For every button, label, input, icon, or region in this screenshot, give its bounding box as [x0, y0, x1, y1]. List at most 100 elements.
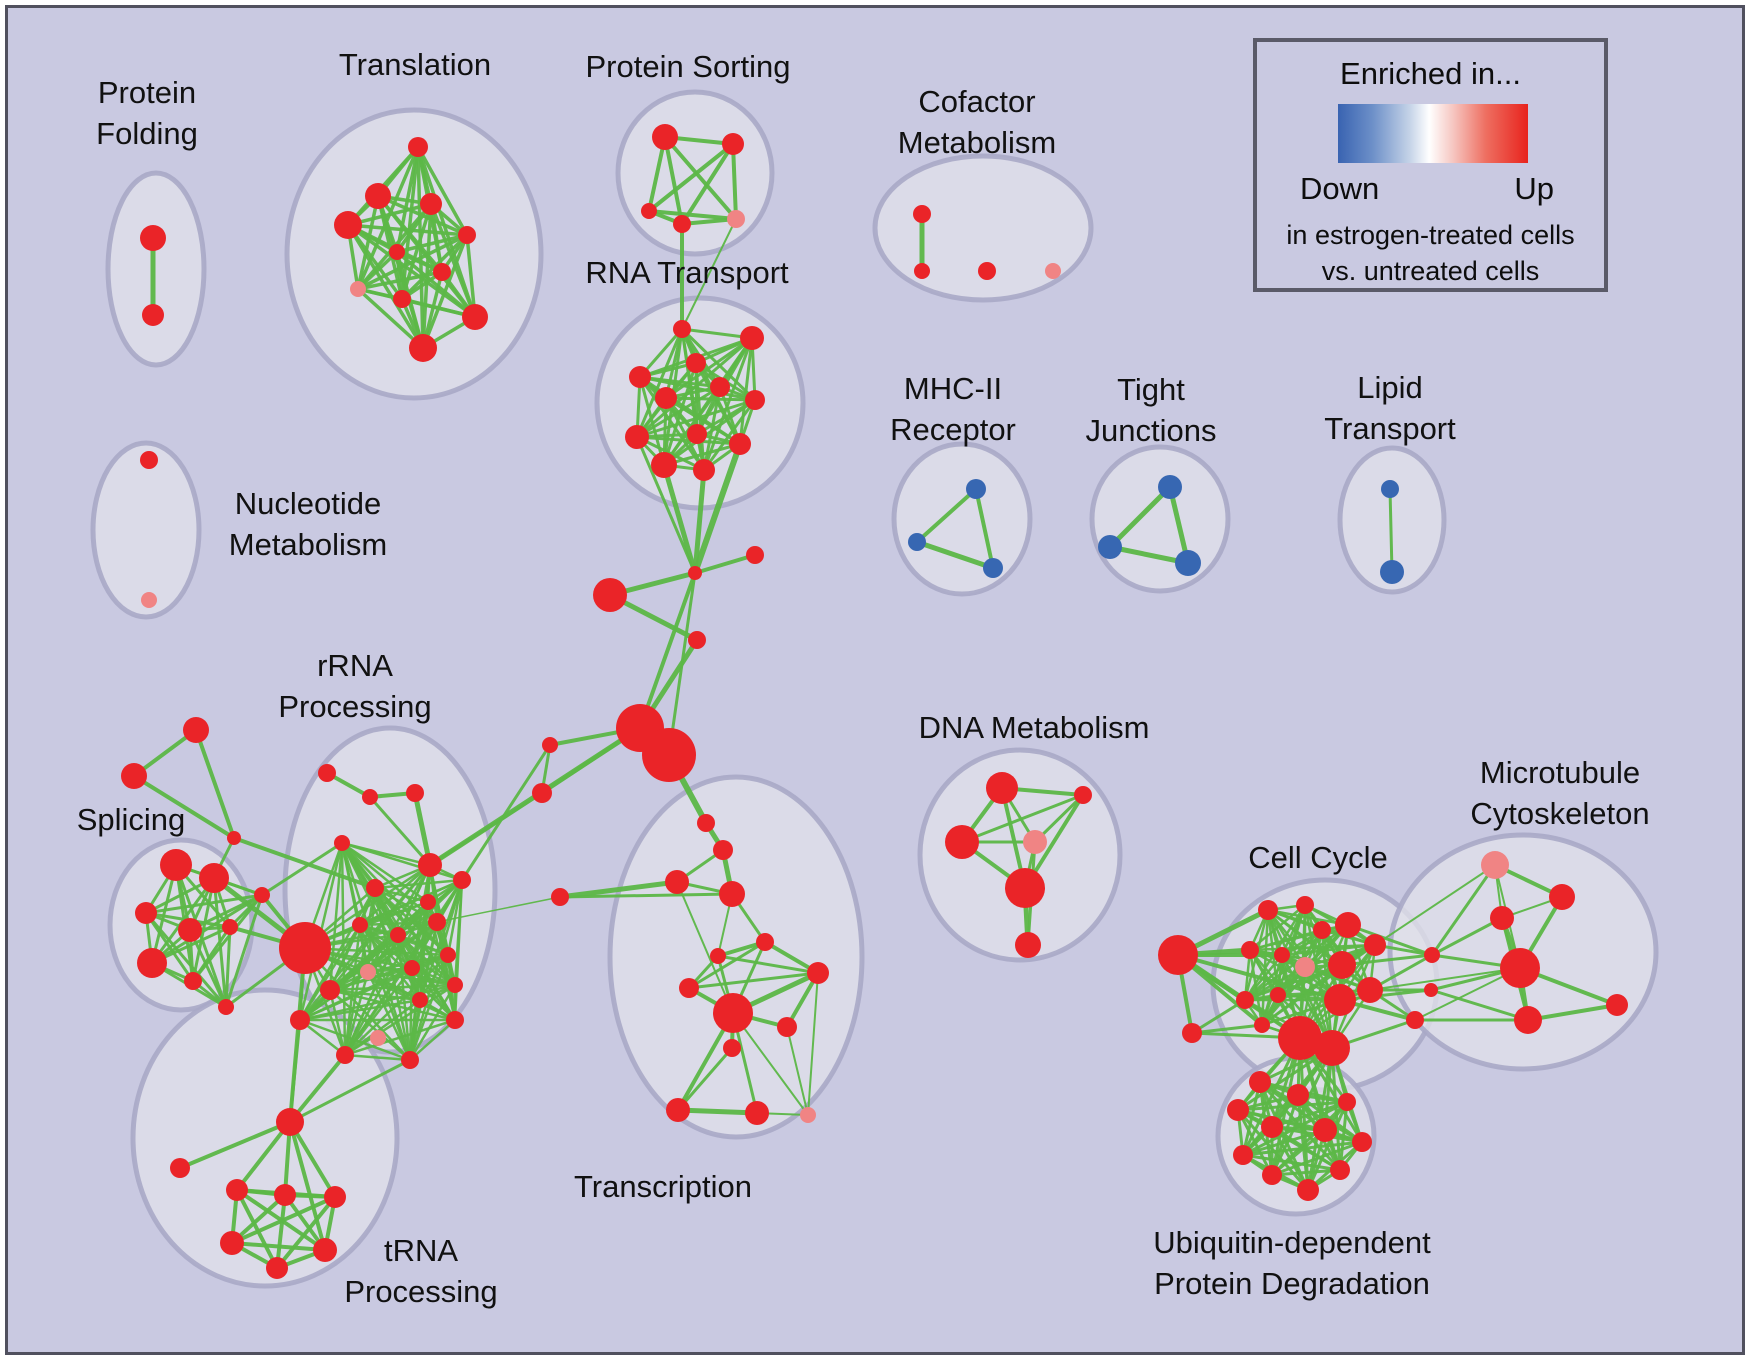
- node-rr21[interactable]: [290, 1010, 310, 1030]
- node-u11[interactable]: [1297, 1179, 1319, 1201]
- node-d4[interactable]: [1023, 830, 1047, 854]
- node-cf3[interactable]: [978, 262, 996, 280]
- node-u4[interactable]: [1338, 1093, 1356, 1111]
- node-q3[interactable]: [665, 870, 689, 894]
- node-rr15[interactable]: [404, 960, 420, 976]
- node-lt1[interactable]: [1381, 480, 1399, 498]
- node-rt2[interactable]: [740, 326, 764, 350]
- node-sp8[interactable]: [218, 999, 234, 1015]
- node-tj1[interactable]: [1158, 475, 1182, 499]
- node-cc1[interactable]: [1258, 900, 1278, 920]
- node-d2[interactable]: [1074, 786, 1092, 804]
- node-sp5[interactable]: [137, 948, 167, 978]
- node-mc1[interactable]: [1481, 851, 1509, 879]
- node-rt7[interactable]: [745, 390, 765, 410]
- node-cc10[interactable]: [1236, 991, 1254, 1009]
- node-cc8[interactable]: [1328, 951, 1356, 979]
- node-sp2[interactable]: [199, 863, 229, 893]
- node-mh2[interactable]: [908, 533, 926, 551]
- node-q6[interactable]: [756, 933, 774, 951]
- node-sp9[interactable]: [254, 887, 270, 903]
- node-tpD[interactable]: [220, 1231, 244, 1255]
- node-rt12[interactable]: [693, 459, 715, 481]
- node-rr17[interactable]: [370, 1030, 386, 1046]
- node-q13[interactable]: [666, 1098, 690, 1122]
- node-rt8[interactable]: [625, 425, 649, 449]
- node-u8[interactable]: [1352, 1132, 1372, 1152]
- node-cc7[interactable]: [1295, 957, 1315, 977]
- node-t8[interactable]: [350, 281, 366, 297]
- node-tx1[interactable]: [183, 717, 209, 743]
- node-q8[interactable]: [679, 978, 699, 998]
- node-t11[interactable]: [409, 334, 437, 362]
- node-u1[interactable]: [1249, 1071, 1271, 1093]
- node-tpE[interactable]: [313, 1238, 337, 1262]
- node-mc3[interactable]: [1490, 906, 1514, 930]
- node-rr18[interactable]: [412, 992, 428, 1008]
- node-q7[interactable]: [710, 948, 726, 964]
- node-lt2[interactable]: [1380, 560, 1404, 584]
- node-rt10[interactable]: [729, 433, 751, 455]
- node-rt9[interactable]: [687, 424, 707, 444]
- node-u9[interactable]: [1262, 1165, 1282, 1185]
- node-rr3[interactable]: [406, 784, 424, 802]
- node-ccH[interactable]: [1158, 935, 1198, 975]
- node-tx3[interactable]: [227, 831, 241, 845]
- node-cc6[interactable]: [1274, 947, 1290, 963]
- node-s1[interactable]: [542, 737, 558, 753]
- node-cc14[interactable]: [1254, 1017, 1270, 1033]
- node-rr19[interactable]: [446, 1011, 464, 1029]
- node-rt11[interactable]: [651, 452, 677, 478]
- node-q14[interactable]: [745, 1101, 769, 1125]
- node-cc3[interactable]: [1335, 912, 1361, 938]
- node-tpC[interactable]: [324, 1186, 346, 1208]
- node-q2[interactable]: [713, 840, 733, 860]
- node-rr10[interactable]: [390, 927, 406, 943]
- node-pf2[interactable]: [142, 304, 164, 326]
- node-mc2[interactable]: [1549, 884, 1575, 910]
- node-cf1[interactable]: [913, 205, 931, 223]
- node-n1[interactable]: [746, 546, 764, 564]
- node-sp4[interactable]: [178, 918, 202, 942]
- node-mh1[interactable]: [966, 479, 986, 499]
- node-q1[interactable]: [697, 814, 715, 832]
- node-B[interactable]: [642, 728, 696, 782]
- node-rr14[interactable]: [360, 964, 376, 980]
- node-tj3[interactable]: [1175, 550, 1201, 576]
- node-cc2[interactable]: [1296, 896, 1314, 914]
- node-nm2[interactable]: [141, 592, 157, 608]
- node-rr11[interactable]: [279, 922, 331, 974]
- node-cc11[interactable]: [1270, 987, 1286, 1003]
- node-rt6[interactable]: [655, 387, 677, 409]
- node-rr7[interactable]: [453, 871, 471, 889]
- node-rt4[interactable]: [629, 366, 651, 388]
- node-u2[interactable]: [1287, 1084, 1309, 1106]
- node-rr16[interactable]: [440, 947, 456, 963]
- node-rr8[interactable]: [420, 894, 436, 910]
- node-cf4[interactable]: [1045, 263, 1061, 279]
- node-rr20[interactable]: [336, 1046, 354, 1064]
- node-q15[interactable]: [800, 1107, 816, 1123]
- node-rr1[interactable]: [318, 764, 336, 782]
- node-sp7[interactable]: [184, 972, 202, 990]
- node-q9[interactable]: [807, 962, 829, 984]
- node-rr6[interactable]: [366, 879, 384, 897]
- node-rr9[interactable]: [352, 917, 368, 933]
- node-mc6[interactable]: [1606, 994, 1628, 1016]
- node-ps2[interactable]: [722, 133, 744, 155]
- node-ps4[interactable]: [673, 215, 691, 233]
- node-ps5[interactable]: [727, 210, 745, 228]
- node-h1[interactable]: [593, 578, 627, 612]
- node-rt5[interactable]: [710, 377, 730, 397]
- node-cc16[interactable]: [1314, 1030, 1350, 1066]
- node-j1[interactable]: [688, 566, 702, 580]
- node-cc5[interactable]: [1241, 941, 1259, 959]
- node-t4[interactable]: [334, 211, 362, 239]
- node-cf2[interactable]: [914, 263, 930, 279]
- node-u5[interactable]: [1261, 1116, 1283, 1138]
- node-rr23[interactable]: [447, 977, 463, 993]
- node-b1[interactable]: [1424, 947, 1440, 963]
- node-t3[interactable]: [420, 193, 442, 215]
- node-cc4[interactable]: [1313, 921, 1331, 939]
- node-d3[interactable]: [945, 825, 979, 859]
